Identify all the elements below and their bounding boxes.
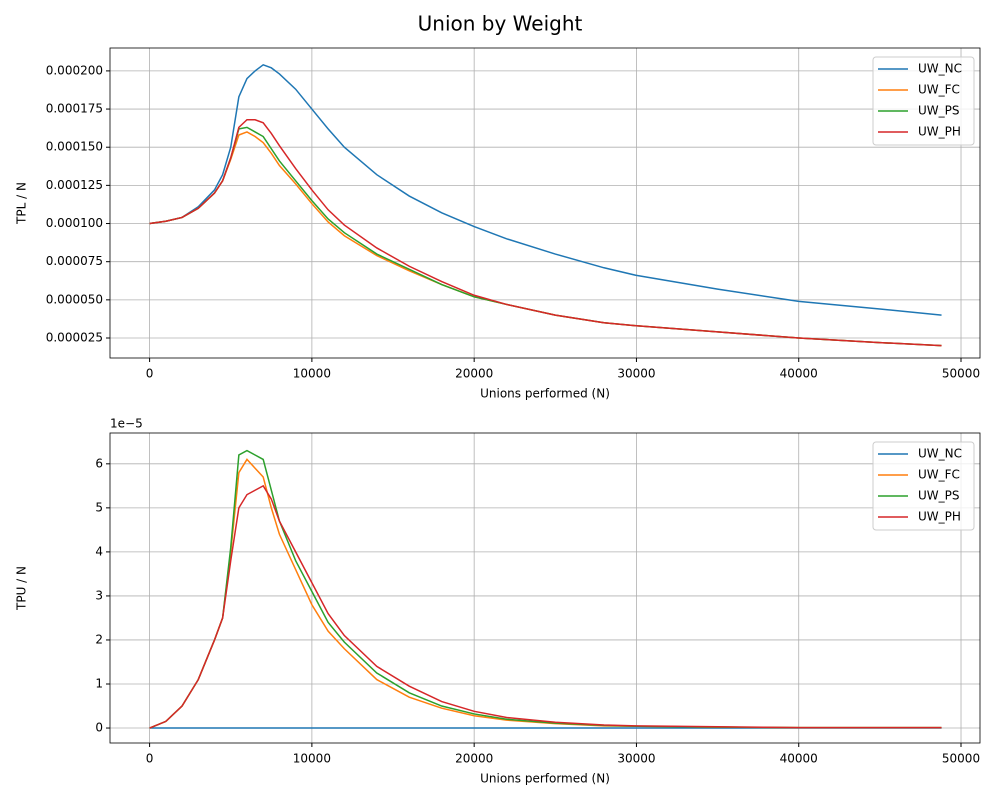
legend-label: UW_FC — [918, 468, 960, 482]
x-tick-label: 0 — [146, 367, 154, 381]
x-tick-label: 30000 — [617, 752, 655, 766]
y-tick-label: 6 — [95, 456, 103, 470]
y-tick-label: 0.000150 — [46, 140, 103, 154]
legend-label: UW_PS — [918, 489, 960, 503]
x-tick-label: 0 — [146, 752, 154, 766]
y-tick-label: 0.000100 — [46, 216, 103, 230]
figure-title: Union by Weight — [418, 12, 583, 36]
y-tick-label: 5 — [95, 500, 103, 514]
x-tick-label: 20000 — [455, 367, 493, 381]
x-tick-label: 50000 — [942, 367, 980, 381]
x-tick-label: 10000 — [293, 367, 331, 381]
legend-label: UW_PH — [918, 125, 961, 139]
y-tick-label: 0.000175 — [46, 102, 103, 116]
y-tick-label: 2 — [95, 632, 103, 646]
y-tick-label: 0 — [95, 721, 103, 735]
x-tick-label: 10000 — [293, 752, 331, 766]
y-tick-label: 0.000125 — [46, 178, 103, 192]
axes-frame — [109, 47, 981, 359]
legend-box — [872, 441, 975, 531]
y-tick-label: 0.000200 — [46, 63, 103, 77]
x-tick-label: 40000 — [780, 752, 818, 766]
y-tick-label: 4 — [95, 544, 103, 558]
x-tick-label: 50000 — [942, 752, 980, 766]
x-axis-label: Unions performed (N) — [480, 387, 610, 401]
legend-label: UW_PH — [918, 510, 961, 524]
x-tick-label: 40000 — [780, 367, 818, 381]
y-tick-label: 0.000025 — [46, 331, 103, 345]
y-tick-label: 3 — [95, 588, 103, 602]
y-tick-label: 1 — [95, 676, 103, 690]
y-tick-label: 0.000075 — [46, 254, 103, 268]
legend-label: UW_NC — [918, 62, 962, 76]
y-axis-label: TPU / N — [15, 566, 29, 611]
legend-label: UW_PS — [918, 104, 960, 118]
x-tick-label: 30000 — [617, 367, 655, 381]
offset-text: 1e−5 — [110, 417, 143, 431]
series-line — [149, 118, 942, 347]
series-line — [149, 484, 942, 729]
x-axis-label: Unions performed (N) — [480, 772, 610, 786]
y-axis-label: TPL / N — [15, 182, 29, 225]
legend-label: UW_NC — [918, 447, 962, 461]
x-tick-label: 20000 — [455, 752, 493, 766]
legend-label: UW_FC — [918, 83, 960, 97]
legend-box — [872, 56, 975, 146]
series-line — [149, 63, 942, 316]
axes-frame — [109, 432, 981, 744]
y-tick-label: 0.000050 — [46, 292, 103, 306]
